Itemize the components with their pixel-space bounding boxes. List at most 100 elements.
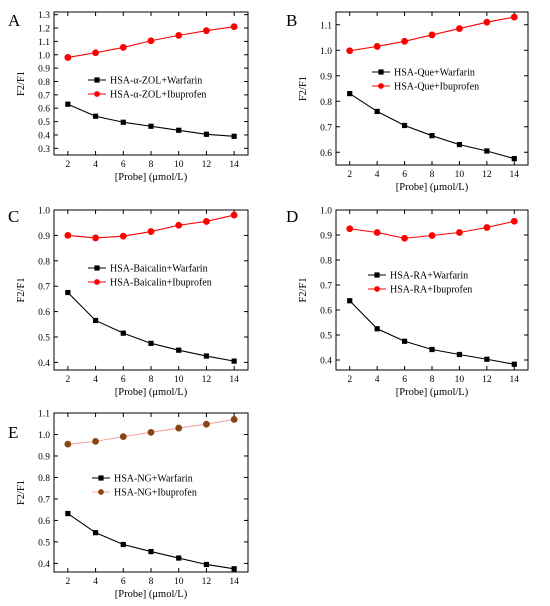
data-point: [230, 211, 238, 219]
x-tick-label: 4: [93, 160, 98, 170]
x-tick-label: 14: [229, 577, 239, 587]
legend-label: HSA-Que+Warfarin: [394, 68, 475, 79]
x-tick-label: 6: [121, 375, 126, 385]
x-tick-label: 2: [65, 160, 70, 170]
data-point: [373, 229, 381, 236]
data-point: [456, 142, 463, 148]
y-tick-label: 0.4: [38, 560, 50, 570]
x-tick-label: 6: [402, 375, 407, 385]
y-tick-label: 0.4: [38, 359, 50, 369]
legend-label: HSA-Baicalin+Warfarin: [110, 264, 208, 275]
y-tick-label: 1.0: [38, 51, 50, 61]
data-point: [64, 440, 72, 448]
x-axis-label: [Probe] (μmol/L): [115, 387, 188, 398]
y-tick-label: 0.5: [38, 538, 50, 548]
panel-c: C 2 4 6 8 10 12 14 0.4 0.5 0.6 0.7 0.8 0.9 1.0 [Probe] …: [8, 207, 249, 398]
x-axis-label: [Probe] (μmol/L): [115, 172, 188, 183]
legend-marker: [378, 69, 384, 75]
series-ibuprofen: [346, 217, 518, 242]
y-tick-label: 0.8: [320, 98, 332, 108]
legend-entry: HSA-Que+Ibuprofen: [372, 82, 479, 93]
data-point: [510, 13, 518, 21]
y-tick-label: 0.6: [38, 517, 50, 527]
legend-label: HSA-Que+Ibuprofen: [394, 82, 479, 93]
x-tick-label: 2: [347, 375, 352, 385]
data-point: [120, 541, 126, 548]
x-tick-label: 4: [375, 375, 380, 385]
data-point: [203, 420, 210, 428]
x-tick-label: 10: [455, 375, 465, 385]
x-tick-label: 14: [510, 375, 520, 385]
x-tick-label: 10: [174, 577, 184, 587]
x-tick-label: 2: [65, 577, 70, 587]
x-tick-label: 4: [93, 375, 98, 385]
y-tick-label: 0.5: [38, 333, 50, 343]
data-point: [203, 27, 210, 35]
y-tick-label: 0.3: [38, 145, 50, 155]
data-point: [231, 133, 237, 139]
data-point: [374, 326, 380, 332]
legend-entry: HSA-α-ZOL+Ibuprofen: [88, 90, 206, 101]
data-point: [203, 561, 210, 568]
x-tick-label: 12: [482, 170, 492, 180]
legend-marker: [98, 489, 104, 495]
data-point: [119, 232, 127, 240]
legend-marker: [374, 286, 380, 292]
legend-label: HSA-NG+Ibuprofen: [114, 488, 197, 499]
data-point: [175, 31, 183, 39]
data-point: [373, 43, 381, 50]
series-ibuprofen: [64, 416, 238, 448]
data-point: [428, 31, 436, 39]
data-point: [429, 346, 435, 353]
data-point: [92, 113, 99, 119]
x-tick-label: 4: [375, 170, 380, 180]
data-point: [483, 224, 491, 231]
x-axis-label: [Probe] (μmol/L): [396, 182, 469, 193]
legend-entry: HSA-NG+Ibuprofen: [92, 488, 197, 499]
data-point: [65, 101, 71, 107]
y-tick-label: 0.6: [320, 149, 332, 159]
data-point: [92, 437, 99, 445]
data-point: [203, 353, 210, 359]
legend-entry: HSA-Baicalin+Ibuprofen: [88, 278, 212, 289]
data-point: [347, 91, 353, 97]
data-point: [484, 148, 490, 154]
y-tick-label: 0.5: [320, 332, 332, 342]
y-tick-label: 0.9: [320, 72, 332, 82]
legend-label: HSA-Baicalin+Ibuprofen: [110, 278, 212, 289]
series-warfarin: [65, 101, 237, 139]
y-tick-label: 1.1: [38, 410, 50, 420]
legend-label: HSA-RA+Ibuprofen: [390, 285, 472, 296]
series-ibuprofen: [64, 23, 238, 61]
y-tick-label: 0.4: [320, 357, 332, 367]
data-point: [428, 232, 436, 239]
data-point: [483, 18, 491, 26]
y-tick-label: 0.9: [38, 452, 50, 462]
x-tick-label: 6: [121, 160, 126, 170]
data-point: [119, 44, 127, 51]
data-point: [148, 340, 154, 346]
data-point: [92, 530, 99, 536]
data-point: [230, 416, 238, 423]
panel-e: E 2 4 6 8 10 12 14 0.4 0.5 0.6 0.7 0.8 0.9 1.0 1.1 [Prob…: [8, 410, 249, 600]
legend-marker: [374, 272, 380, 278]
x-tick-label: 12: [202, 577, 212, 587]
x-tick-label: 8: [149, 375, 154, 385]
y-tick-label: 0.7: [320, 282, 332, 292]
data-point: [92, 49, 99, 57]
y-tick-label: 0.9: [38, 65, 50, 75]
series-warfarin: [347, 91, 517, 162]
data-point: [65, 289, 71, 296]
series-ibuprofen: [346, 13, 518, 55]
x-tick-label: 8: [430, 170, 435, 180]
data-point: [456, 229, 463, 236]
x-tick-label: 12: [202, 375, 212, 385]
legend-marker: [94, 77, 100, 83]
data-point: [401, 37, 408, 45]
data-point: [92, 234, 99, 242]
y-tick-label: 0.6: [38, 105, 50, 115]
y-tick-label: 1.1: [320, 21, 332, 31]
data-point: [347, 298, 353, 304]
data-point: [401, 234, 408, 242]
